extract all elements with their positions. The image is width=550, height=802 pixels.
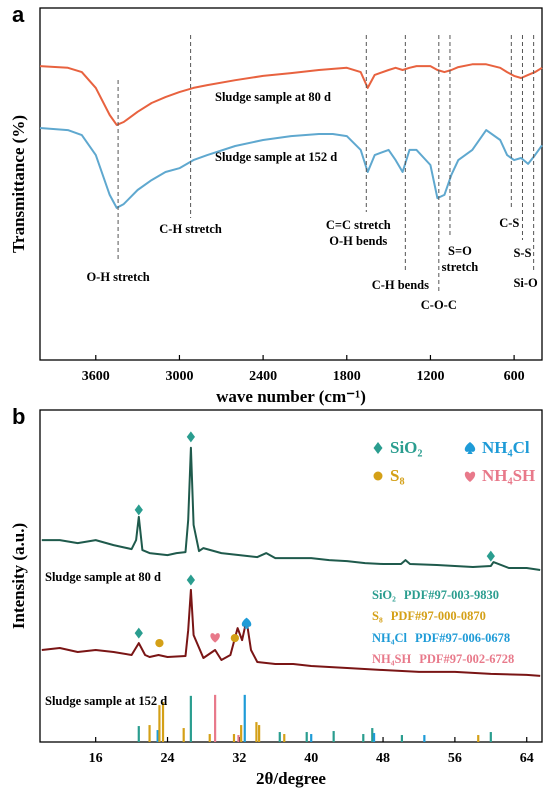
legend-label: S₈: [390, 466, 405, 485]
legend-label: SiO₂: [390, 438, 423, 457]
legend-marker: [464, 442, 476, 454]
series-line: [41, 588, 541, 677]
phase-marker: [241, 617, 252, 629]
series-line: [39, 63, 543, 126]
legend-marker: [373, 442, 383, 454]
series-label: Sludge sample at 152 d: [215, 150, 337, 164]
phase-marker: [134, 627, 143, 639]
series-label: Sludge sample at 152 d: [45, 694, 167, 708]
phase-pdf: SiO₂ PDF#97-003-9830: [372, 588, 499, 602]
legend-label: NH₄Cl: [482, 438, 530, 457]
x-tick-label: 3000: [165, 369, 193, 384]
x-tick-label: 3600: [82, 369, 110, 384]
pdf-number: PDF#97-003-9830: [404, 588, 499, 602]
annotation-label: C-S: [499, 216, 519, 230]
x-tick-label: 64: [520, 751, 534, 766]
phase-pdf: NH₄Cl PDF#97-006-0678: [372, 631, 510, 645]
series-line: [41, 446, 541, 571]
panel-label: a: [12, 2, 25, 27]
phase-name: NH₄Cl: [372, 631, 408, 645]
annotation-label: C-H bends: [372, 278, 429, 292]
phase-marker: [155, 638, 164, 648]
x-tick-label: 56: [448, 751, 462, 766]
series-line: [39, 127, 543, 209]
phase-marker: [230, 633, 239, 643]
annotation-label: O-H stretch: [86, 270, 149, 284]
y-axis-label: Transmittance (%): [9, 115, 28, 253]
x-tick-label: 40: [304, 751, 318, 766]
panel-label: b: [12, 404, 25, 429]
x-axis-label: wave number (cm⁻¹): [216, 387, 366, 406]
annotation-label: C-O-C: [421, 298, 457, 312]
x-tick-label: 1800: [333, 369, 361, 384]
y-axis-label: Intensity (a.u.): [9, 523, 28, 629]
plot-frame: [39, 7, 543, 361]
x-tick-label: 16: [89, 751, 103, 766]
annotation-label: Si-O: [513, 276, 538, 290]
plot-frame: [39, 409, 543, 743]
phase-marker: [186, 574, 195, 586]
phase-name: SiO₂: [372, 588, 396, 602]
x-tick-label: 2400: [249, 369, 277, 384]
annotation-label: C=C stretch: [326, 218, 391, 232]
series-label: Sludge sample at 80 d: [45, 570, 161, 584]
x-tick-label: 1200: [416, 369, 444, 384]
pdf-number: PDF#97-006-0678: [415, 631, 510, 645]
phase-pdf: NH₄SH PDF#97-002-6728: [372, 652, 514, 666]
x-tick-label: 600: [504, 369, 525, 384]
legend-marker: [464, 471, 476, 482]
series-label: Sludge sample at 80 d: [215, 90, 331, 104]
annotation-label: stretch: [442, 260, 479, 274]
phase-marker: [134, 504, 143, 516]
x-tick-label: 48: [376, 751, 390, 766]
legend-marker: [373, 471, 383, 481]
legend-label: NH₄SH: [482, 466, 535, 485]
annotation-label: S-S: [513, 246, 531, 260]
annotation-label: S=O: [448, 244, 472, 258]
phase-pdf: S₈ PDF#97-000-0870: [372, 609, 486, 623]
phase-marker: [486, 550, 495, 562]
phase-marker: [186, 431, 195, 443]
x-tick-label: 24: [161, 751, 175, 766]
pdf-number: PDF#97-000-0870: [391, 609, 486, 623]
pdf-number: PDF#97-002-6728: [419, 652, 514, 666]
x-tick-label: 32: [232, 751, 246, 766]
phase-name: NH₄SH: [372, 652, 411, 666]
phase-name: S₈: [372, 609, 383, 623]
x-axis-label: 2θ/degree: [256, 769, 326, 788]
annotation-label: C-H stretch: [159, 222, 222, 236]
annotation-label: O-H bends: [329, 234, 387, 248]
phase-marker: [210, 633, 220, 643]
